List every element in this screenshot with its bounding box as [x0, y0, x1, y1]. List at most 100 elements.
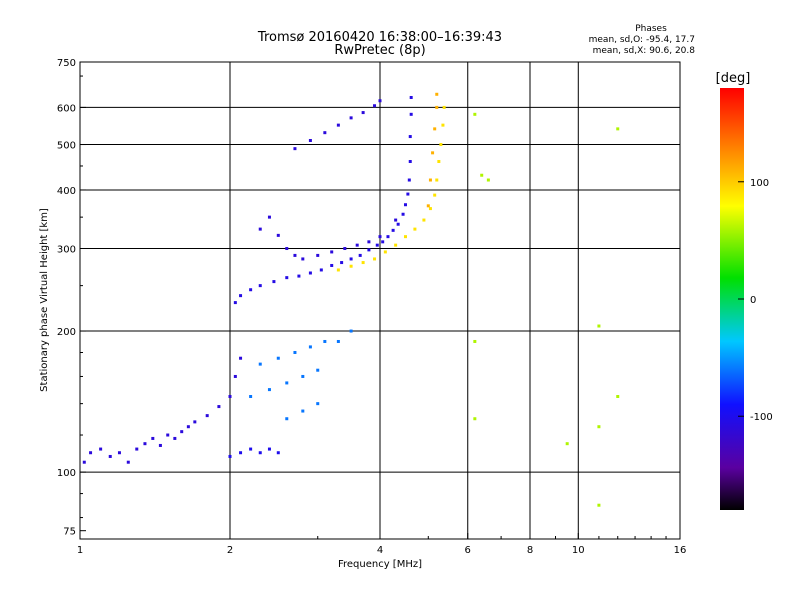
chart-title: Tromsø 20160420 16:38:00–16:39:43 — [257, 30, 502, 45]
series-group — [473, 112, 620, 507]
x-tick-label: 2 — [227, 545, 233, 556]
data-point — [217, 405, 221, 409]
x-tick-label: 4 — [377, 545, 383, 556]
data-point — [435, 105, 439, 109]
data-point — [126, 460, 130, 464]
colorbar-tick-label: 100 — [750, 178, 769, 189]
x-axis: 1 2 4 6 8 10 16 — [77, 533, 686, 556]
data-point — [193, 420, 197, 424]
data-point — [340, 261, 344, 265]
data-point — [323, 131, 327, 135]
stats-heading: Phases — [635, 24, 667, 34]
data-point — [308, 271, 312, 275]
data-point — [428, 178, 432, 182]
data-point — [394, 218, 398, 222]
data-point — [473, 112, 477, 116]
data-point — [301, 374, 305, 378]
data-point — [272, 280, 276, 284]
data-point — [108, 454, 112, 458]
series-group — [249, 329, 353, 421]
data-point — [166, 433, 170, 437]
data-point — [316, 368, 320, 372]
colorbar-label: [deg] — [716, 71, 751, 86]
data-point — [233, 301, 237, 305]
data-point — [597, 324, 601, 328]
data-point — [375, 243, 379, 247]
data-point — [406, 192, 410, 196]
data-point — [616, 395, 620, 399]
data-point — [249, 395, 253, 399]
data-point — [343, 247, 347, 251]
data-point — [316, 402, 320, 406]
data-point — [89, 451, 93, 455]
series-group — [228, 447, 280, 458]
data-point — [285, 276, 289, 280]
data-point — [239, 356, 243, 360]
data-point — [82, 460, 86, 464]
data-point — [239, 451, 243, 455]
data-point — [267, 215, 271, 219]
data-point — [228, 454, 232, 458]
data-point — [135, 447, 139, 451]
data-point — [355, 243, 359, 247]
data-point — [316, 253, 320, 257]
data-point — [378, 235, 382, 239]
data-point — [267, 388, 271, 392]
data-point — [308, 139, 312, 143]
data-point — [308, 345, 312, 349]
data-point — [143, 442, 147, 446]
data-point — [401, 212, 405, 216]
y-tick-label: 100 — [57, 468, 76, 479]
data-point — [361, 261, 365, 265]
data-point — [301, 257, 305, 261]
data-point — [422, 218, 426, 222]
data-point — [433, 193, 437, 197]
data-point — [233, 374, 237, 378]
x-tick-label: 10 — [572, 545, 585, 556]
data-point — [435, 178, 439, 182]
chart-subtitle: RwPretec (8p) — [334, 43, 425, 58]
data-point — [323, 339, 327, 343]
data-point — [409, 112, 413, 116]
data-point — [408, 160, 412, 164]
data-point — [158, 443, 162, 447]
x-tick-label: 6 — [465, 545, 471, 556]
data-points — [82, 92, 620, 507]
stats-line-x: mean, sd,X: 90.6, 20.8 — [593, 46, 696, 56]
colorbar-tick-label: 0 — [750, 295, 756, 306]
data-point — [258, 227, 262, 231]
colorbar-ticks: 100 0 -100 — [738, 178, 773, 423]
y-tick-label: 200 — [57, 327, 76, 338]
data-point — [267, 447, 271, 451]
data-point — [349, 264, 353, 268]
data-point — [403, 235, 407, 239]
data-point — [381, 240, 385, 244]
data-point — [383, 250, 387, 254]
series-group — [336, 105, 446, 272]
data-point — [441, 123, 445, 127]
data-point — [433, 127, 437, 131]
series-group — [293, 99, 382, 151]
series-group — [426, 92, 439, 208]
data-point — [358, 253, 362, 257]
data-point — [413, 227, 417, 231]
data-point — [293, 350, 297, 354]
data-point — [319, 268, 323, 272]
data-point — [173, 436, 177, 440]
data-point — [186, 425, 190, 429]
data-point — [336, 339, 340, 343]
data-point — [473, 417, 477, 421]
colorbar-tick-label: -100 — [750, 412, 773, 423]
data-point — [409, 95, 413, 99]
data-point — [361, 111, 365, 115]
series-group — [233, 95, 413, 305]
data-point — [597, 503, 601, 507]
x-axis-label: Frequency [MHz] — [338, 559, 422, 570]
data-point — [276, 233, 280, 237]
data-point — [426, 204, 430, 208]
y-tick-label: 300 — [57, 245, 76, 256]
data-point — [258, 451, 262, 455]
data-point — [473, 339, 477, 343]
data-point — [285, 417, 289, 421]
